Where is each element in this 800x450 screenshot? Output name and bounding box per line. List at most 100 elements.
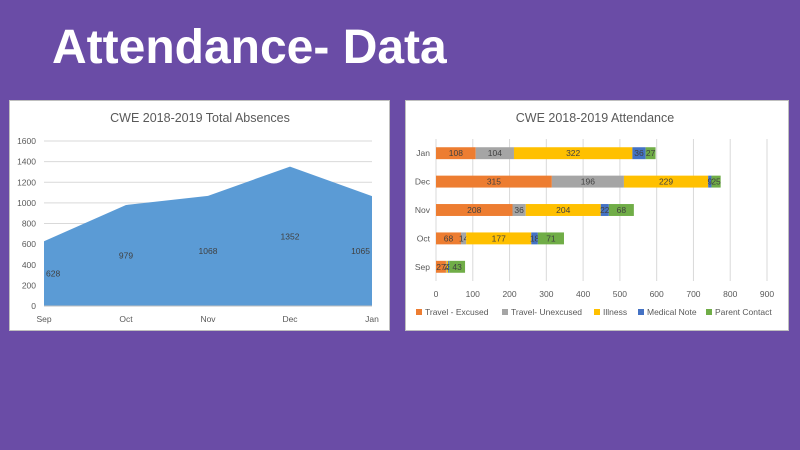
data-label: 108 <box>449 148 463 158</box>
bar-segment <box>436 175 552 188</box>
absences-area <box>44 166 372 306</box>
bar-segment <box>445 260 447 273</box>
y-tick-label: Oct <box>417 233 431 243</box>
x-tick-label: 400 <box>576 289 590 299</box>
bar-segment <box>531 232 538 245</box>
legend-swatch <box>706 309 712 315</box>
bar-segment <box>711 175 721 188</box>
y-tick-label: 400 <box>22 260 36 270</box>
x-tick-label: Oct <box>119 314 133 324</box>
data-label: 9 <box>707 177 712 187</box>
data-label: 979 <box>119 251 133 261</box>
x-tick-label: 700 <box>686 289 700 299</box>
y-tick-label: 800 <box>22 219 36 229</box>
x-tick-label: 300 <box>539 289 553 299</box>
legend-label: Travel- Unexcused <box>511 307 582 317</box>
data-label: 22 <box>600 205 610 215</box>
data-label: 43 <box>452 262 462 272</box>
y-tick-label: 1600 <box>17 136 36 146</box>
y-tick-label: 1000 <box>17 198 36 208</box>
data-label: 1352 <box>281 231 300 241</box>
legend-swatch <box>416 309 422 315</box>
y-tick-label: 1200 <box>17 177 36 187</box>
x-tick-label: 100 <box>466 289 480 299</box>
data-label: 628 <box>46 269 60 279</box>
bar-segment <box>537 232 564 245</box>
legend-swatch <box>638 309 644 315</box>
y-tick-label: Jan <box>416 148 430 158</box>
data-label: 14 <box>459 233 469 243</box>
bar-segment <box>449 260 466 273</box>
bar-segment <box>436 147 476 160</box>
data-label: 18 <box>530 233 540 243</box>
x-tick-label: 900 <box>760 289 774 299</box>
legend-label: Travel - Excused <box>425 307 489 317</box>
bar-segment <box>645 147 656 160</box>
data-label: 71 <box>546 233 556 243</box>
y-tick-label: Nov <box>415 205 431 215</box>
attendance-chart: CWE 2018-2019 Attendance 0 100 200 300 400 50… <box>415 111 774 317</box>
slide-title: Attendance- Data <box>52 21 447 74</box>
bar-segment <box>461 232 467 245</box>
total-absences-chart: CWE 2018-2019 Total Absences 0 200 400 600 8… <box>17 111 379 324</box>
legend-label: Illness <box>603 307 627 317</box>
total-absences-chart-title: CWE 2018-2019 Total Absences <box>110 111 290 125</box>
data-label: 68 <box>444 233 454 243</box>
x-tick-label: 800 <box>723 289 737 299</box>
x-tick-label: 0 <box>434 289 439 299</box>
bar-segment <box>551 175 624 188</box>
bar-segment <box>436 204 513 216</box>
data-label: 4 <box>445 262 450 272</box>
bar-segment <box>525 204 601 216</box>
x-tick-label: Dec <box>282 314 298 324</box>
bar-segment <box>623 175 709 188</box>
data-label: 322 <box>566 148 580 158</box>
data-label: 27 <box>646 148 656 158</box>
data-label: 27 <box>436 262 446 272</box>
data-label: 208 <box>467 205 481 215</box>
bar-segment <box>466 232 532 245</box>
legend-swatch <box>594 309 600 315</box>
x-tick-label: 200 <box>502 289 516 299</box>
data-label: 36 <box>634 148 644 158</box>
total-absences-chart-panel: CWE 2018-2019 Total Absences 0 200 400 600 8… <box>9 100 390 331</box>
legend-label: Parent Contact <box>715 307 772 317</box>
bar-segment <box>475 147 514 160</box>
y-tick-label: 0 <box>31 301 36 311</box>
attendance-chart-panel: CWE 2018-2019 Attendance 0 100 200 300 400 50… <box>405 100 789 331</box>
x-tick-label: Nov <box>200 314 216 324</box>
data-label: 1065 <box>351 246 370 256</box>
y-tick-label: 1400 <box>17 157 36 167</box>
data-label: 104 <box>488 148 502 158</box>
data-label: 1068 <box>199 246 218 256</box>
x-tick-label: Jan <box>365 314 379 324</box>
bar-segment <box>600 204 609 216</box>
bar-segment <box>632 147 646 160</box>
data-label: 315 <box>487 177 501 187</box>
data-label: 68 <box>617 205 627 215</box>
data-label: 2 <box>444 262 449 272</box>
data-label: 36 <box>514 205 524 215</box>
y-tick-label: 600 <box>22 239 36 249</box>
y-tick-label: Sep <box>415 262 430 272</box>
data-label: 196 <box>581 177 595 187</box>
bar-segment <box>446 260 449 273</box>
bar-segment <box>436 260 446 273</box>
y-tick-label: 200 <box>22 280 36 290</box>
bar-segment <box>513 147 633 160</box>
x-tick-label: 500 <box>613 289 627 299</box>
x-tick-label: 600 <box>650 289 664 299</box>
x-tick-label: Sep <box>36 314 51 324</box>
bar-segment <box>436 232 462 245</box>
data-label: 177 <box>492 233 506 243</box>
y-tick-label: Dec <box>415 177 431 187</box>
legend-label: Medical Note <box>647 307 697 317</box>
data-label: 204 <box>556 205 570 215</box>
data-label: 3 <box>446 262 451 272</box>
legend-swatch <box>502 309 508 315</box>
data-label: 229 <box>659 177 673 187</box>
data-label: 25 <box>711 177 721 187</box>
bar-segment <box>448 260 450 273</box>
bar-segment <box>512 204 526 216</box>
bar-segment <box>608 204 634 216</box>
